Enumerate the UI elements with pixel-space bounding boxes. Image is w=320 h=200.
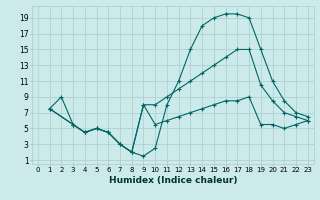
X-axis label: Humidex (Indice chaleur): Humidex (Indice chaleur) xyxy=(108,176,237,185)
